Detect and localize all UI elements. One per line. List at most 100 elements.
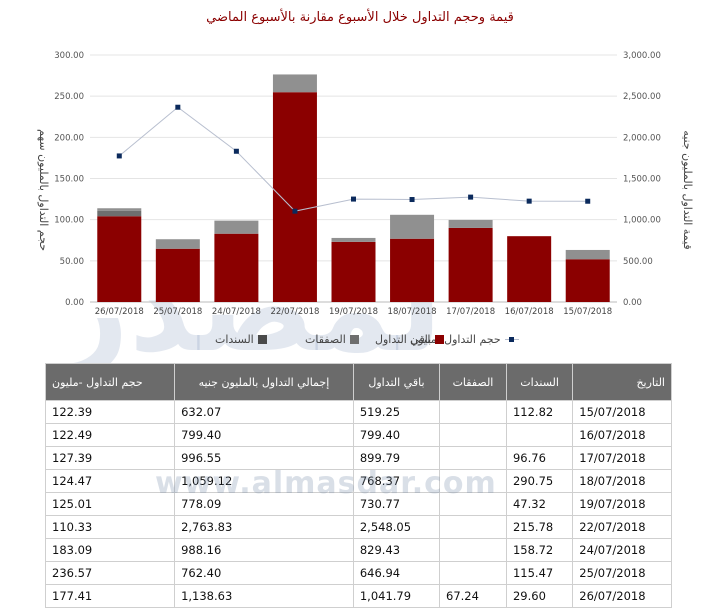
legend-item-bonds: السندات	[215, 333, 267, 346]
legend-label: حجم التداول -مليون	[410, 333, 501, 346]
table-header-row: حجم التداول -مليون إجمالي التداول بالملي…	[44, 363, 672, 401]
table-cell: 124.47	[44, 469, 176, 493]
table-row: 110.33 2,763.83 2,548.05 215.78 22/07/2018	[44, 515, 672, 539]
table-cell: 646.94	[352, 561, 441, 585]
col-bonds: السندات	[505, 363, 574, 401]
volume-point	[351, 196, 356, 202]
y-tick-left: 100.00	[54, 216, 84, 226]
legend-item-remaining: باقي التداول	[375, 333, 445, 346]
bar-bonds	[390, 214, 435, 239]
y-tick-left: 300.00	[54, 51, 84, 61]
table-cell: 762.40	[174, 561, 354, 585]
legend-label: الصفقات	[305, 333, 346, 346]
table-row: 122.39 632.07 519.25 112.82 15/07/2018	[44, 400, 672, 424]
table-row: 124.47 1,059.12 768.37 290.75 18/07/2018	[44, 469, 672, 493]
x-tick-label: 19/07/2018	[329, 307, 378, 317]
swatch-icon	[257, 335, 267, 344]
table-cell: 2,548.05	[352, 515, 441, 539]
table-cell: 1,138.63	[174, 584, 354, 608]
table-cell	[439, 538, 507, 562]
y-tick-left: 150.00	[54, 175, 84, 185]
table-cell: 236.57	[44, 561, 176, 585]
y-tick-right: 1,500.00	[623, 175, 661, 185]
bar-remaining	[448, 227, 493, 302]
tick-layer: 0.00 0.00 50.00 500.00 100.00 1,000.00 150.00 1…	[54, 51, 661, 317]
bar-bonds	[155, 239, 200, 249]
legend-label: السندات	[215, 333, 254, 346]
table-cell: 127.39	[44, 446, 176, 470]
table-cell: 122.39	[44, 400, 176, 424]
table-body: 122.39 632.07 519.25 112.82 15/07/2018 122.49…	[44, 400, 672, 608]
x-tick-label: 15/07/2018	[563, 307, 612, 317]
y-tick-right: 1,000.00	[623, 216, 661, 226]
col-volume: حجم التداول -مليون	[44, 363, 176, 401]
bar-remaining	[565, 259, 610, 302]
table-cell: 177.41	[44, 584, 176, 608]
table-row: 122.49 799.40 799.40 16/07/2018	[44, 423, 672, 447]
table-cell	[439, 561, 507, 585]
table-cell: 15/07/2018	[572, 400, 672, 424]
bar-remaining	[331, 241, 376, 302]
x-tick-label: 16/07/2018	[505, 307, 554, 317]
volume-line	[118, 106, 588, 212]
legend-item-deals: الصفقات	[305, 333, 359, 346]
table-row: 236.57 762.40 646.94 115.47 25/07/2018	[44, 561, 672, 585]
table-cell: 829.43	[352, 538, 441, 562]
volume-point	[116, 153, 122, 159]
line-layer	[116, 104, 591, 214]
table-cell: 183.09	[44, 538, 176, 562]
x-tick-label: 25/07/2018	[153, 307, 202, 317]
table-cell: 799.40	[174, 423, 354, 447]
table-cell: 996.55	[174, 446, 354, 470]
table-cell	[439, 423, 507, 447]
table-cell: 18/07/2018	[572, 469, 672, 493]
table-row: 125.01 778.09 730.77 47.32 19/07/2018	[44, 492, 672, 516]
bar-bonds	[214, 220, 259, 234]
bar-remaining	[97, 216, 142, 302]
y-tick-left: 0.00	[65, 298, 84, 308]
bar-deals	[97, 210, 142, 217]
table-cell	[505, 423, 574, 447]
table-cell	[439, 469, 507, 493]
legend-item-volume: حجم التداول -مليون	[410, 333, 519, 346]
table-cell	[439, 492, 507, 516]
table-cell: 899.79	[352, 446, 441, 470]
y-tick-left: 250.00	[54, 92, 84, 102]
table-cell: 778.09	[174, 492, 354, 516]
x-tick-label: 24/07/2018	[212, 307, 261, 317]
x-tick-label: 17/07/2018	[446, 307, 495, 317]
y-tick-left: 200.00	[54, 133, 84, 143]
table-cell: 110.33	[44, 515, 176, 539]
col-deals: الصفقات	[439, 363, 507, 401]
table-row: 127.39 996.55 899.79 96.76 17/07/2018	[44, 446, 672, 470]
table-cell: 799.40	[352, 423, 441, 447]
table-cell: 22/07/2018	[572, 515, 672, 539]
table-cell: 24/07/2018	[572, 538, 672, 562]
table-cell: 17/07/2018	[572, 446, 672, 470]
table-cell: 632.07	[174, 400, 354, 424]
y-tick-right: 0.00	[623, 298, 642, 308]
line-marker-icon	[504, 335, 519, 344]
y-axis-right-label: قيمة التداول بالمليون جنيه	[681, 130, 694, 249]
table-cell	[439, 446, 507, 470]
bar-layer	[97, 74, 610, 303]
volume-point	[175, 104, 181, 110]
table-cell: 125.01	[44, 492, 176, 516]
bar-bonds	[565, 249, 610, 260]
table-cell: 290.75	[505, 469, 574, 493]
swatch-icon	[435, 335, 445, 344]
table-cell: 19/07/2018	[572, 492, 672, 516]
table-cell: 29.60	[505, 584, 574, 608]
table-cell: 67.24	[439, 584, 507, 608]
volume-point	[468, 194, 474, 200]
bar-bonds	[97, 208, 142, 211]
table-cell: 519.25	[352, 400, 441, 424]
swatch-icon	[349, 335, 359, 344]
table-cell: 122.49	[44, 423, 176, 447]
volume-point	[233, 148, 239, 154]
bar-remaining	[272, 92, 317, 303]
table-cell: 1,059.12	[174, 469, 354, 493]
table-cell: 115.47	[505, 561, 574, 585]
table-cell: 1,041.79	[352, 584, 441, 608]
x-tick-label: 26/07/2018	[95, 307, 144, 317]
